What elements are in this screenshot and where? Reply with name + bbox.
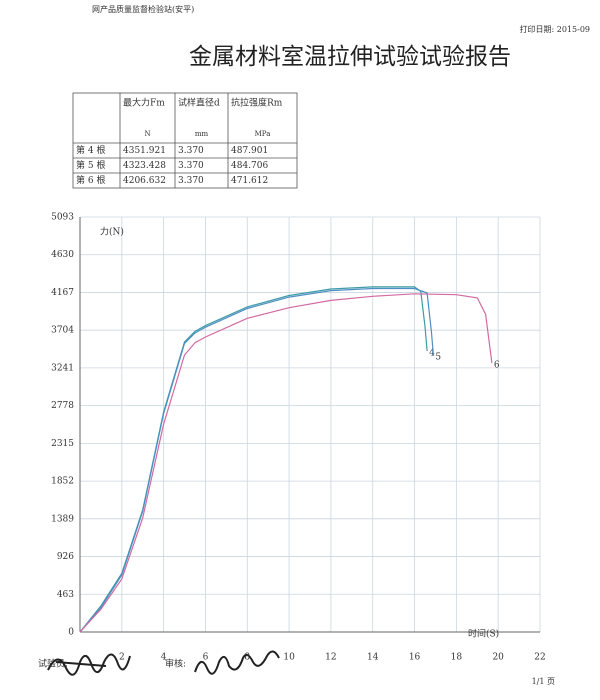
table-header: 抗拉强度Rm bbox=[231, 97, 283, 109]
x-tick-label: 18 bbox=[451, 653, 463, 663]
print-date: 打印日期: 2015-09 bbox=[520, 24, 590, 34]
series-label: 5 bbox=[435, 352, 441, 362]
series-line bbox=[79, 287, 434, 633]
x-tick-label: 20 bbox=[492, 653, 504, 663]
table-cell: 3.370 bbox=[178, 161, 204, 171]
report-title: 金属材料室温拉伸试验试验报告 bbox=[189, 44, 511, 70]
y-tick-label: 2778 bbox=[51, 401, 74, 411]
table-cell: 4323.428 bbox=[123, 161, 166, 171]
table-unit: MPa bbox=[255, 130, 271, 138]
x-tick-label: 4 bbox=[161, 653, 167, 663]
y-axis-label: 力(N) bbox=[100, 226, 124, 238]
table-cell: 第 5 根 bbox=[76, 159, 105, 171]
reviewer-signature bbox=[194, 650, 280, 675]
y-tick-label: 1389 bbox=[51, 514, 74, 524]
x-tick-label: 8 bbox=[244, 653, 250, 663]
tester-signature bbox=[47, 653, 131, 676]
table-cell: 4206.632 bbox=[123, 176, 166, 186]
station-name: 网产品质量监督检验站(安平) bbox=[92, 4, 194, 14]
table-cell: 第 6 根 bbox=[76, 174, 105, 186]
table-header: 最大力Fm bbox=[123, 97, 165, 109]
table-cell: 4351.921 bbox=[123, 146, 166, 156]
x-tick-label: 16 bbox=[409, 653, 421, 663]
table-cell: 484.706 bbox=[231, 161, 268, 171]
y-tick-label: 5093 bbox=[51, 213, 74, 223]
x-tick-label: 6 bbox=[203, 653, 209, 663]
y-tick-label: 926 bbox=[57, 552, 74, 562]
table-cell: 487.901 bbox=[231, 146, 268, 156]
x-tick-label: 22 bbox=[534, 653, 545, 663]
y-tick-label: 4630 bbox=[51, 250, 74, 260]
y-tick-label: 1852 bbox=[51, 477, 74, 487]
y-tick-label: 3704 bbox=[51, 326, 74, 336]
table-cell: 471.612 bbox=[231, 176, 268, 186]
x-axis-label: 时间(S) bbox=[468, 628, 499, 640]
table-cell: 第 4 根 bbox=[76, 144, 105, 156]
x-tick-label: 12 bbox=[325, 653, 336, 663]
reviewer-label: 审核: bbox=[165, 658, 186, 670]
x-tick-label: 2 bbox=[119, 653, 125, 663]
y-tick-label: 3241 bbox=[51, 363, 74, 373]
table-cell: 3.370 bbox=[178, 176, 204, 186]
y-tick-label: 0 bbox=[68, 628, 74, 638]
table-unit: N bbox=[144, 130, 150, 138]
series-label: 4 bbox=[429, 348, 435, 358]
page-number: 1/1 页 bbox=[532, 677, 555, 686]
x-tick-label: 10 bbox=[283, 653, 295, 663]
table-header: 试样直径d bbox=[178, 97, 220, 109]
table-cell: 3.370 bbox=[178, 146, 204, 156]
y-tick-label: 463 bbox=[57, 590, 74, 600]
series-line bbox=[79, 293, 493, 633]
y-tick-label: 4167 bbox=[51, 288, 74, 298]
x-tick-label: 14 bbox=[367, 653, 379, 663]
table-unit: mm bbox=[195, 130, 209, 138]
y-tick-label: 2315 bbox=[51, 439, 74, 449]
series-label: 6 bbox=[494, 361, 500, 371]
table-border bbox=[72, 92, 298, 189]
